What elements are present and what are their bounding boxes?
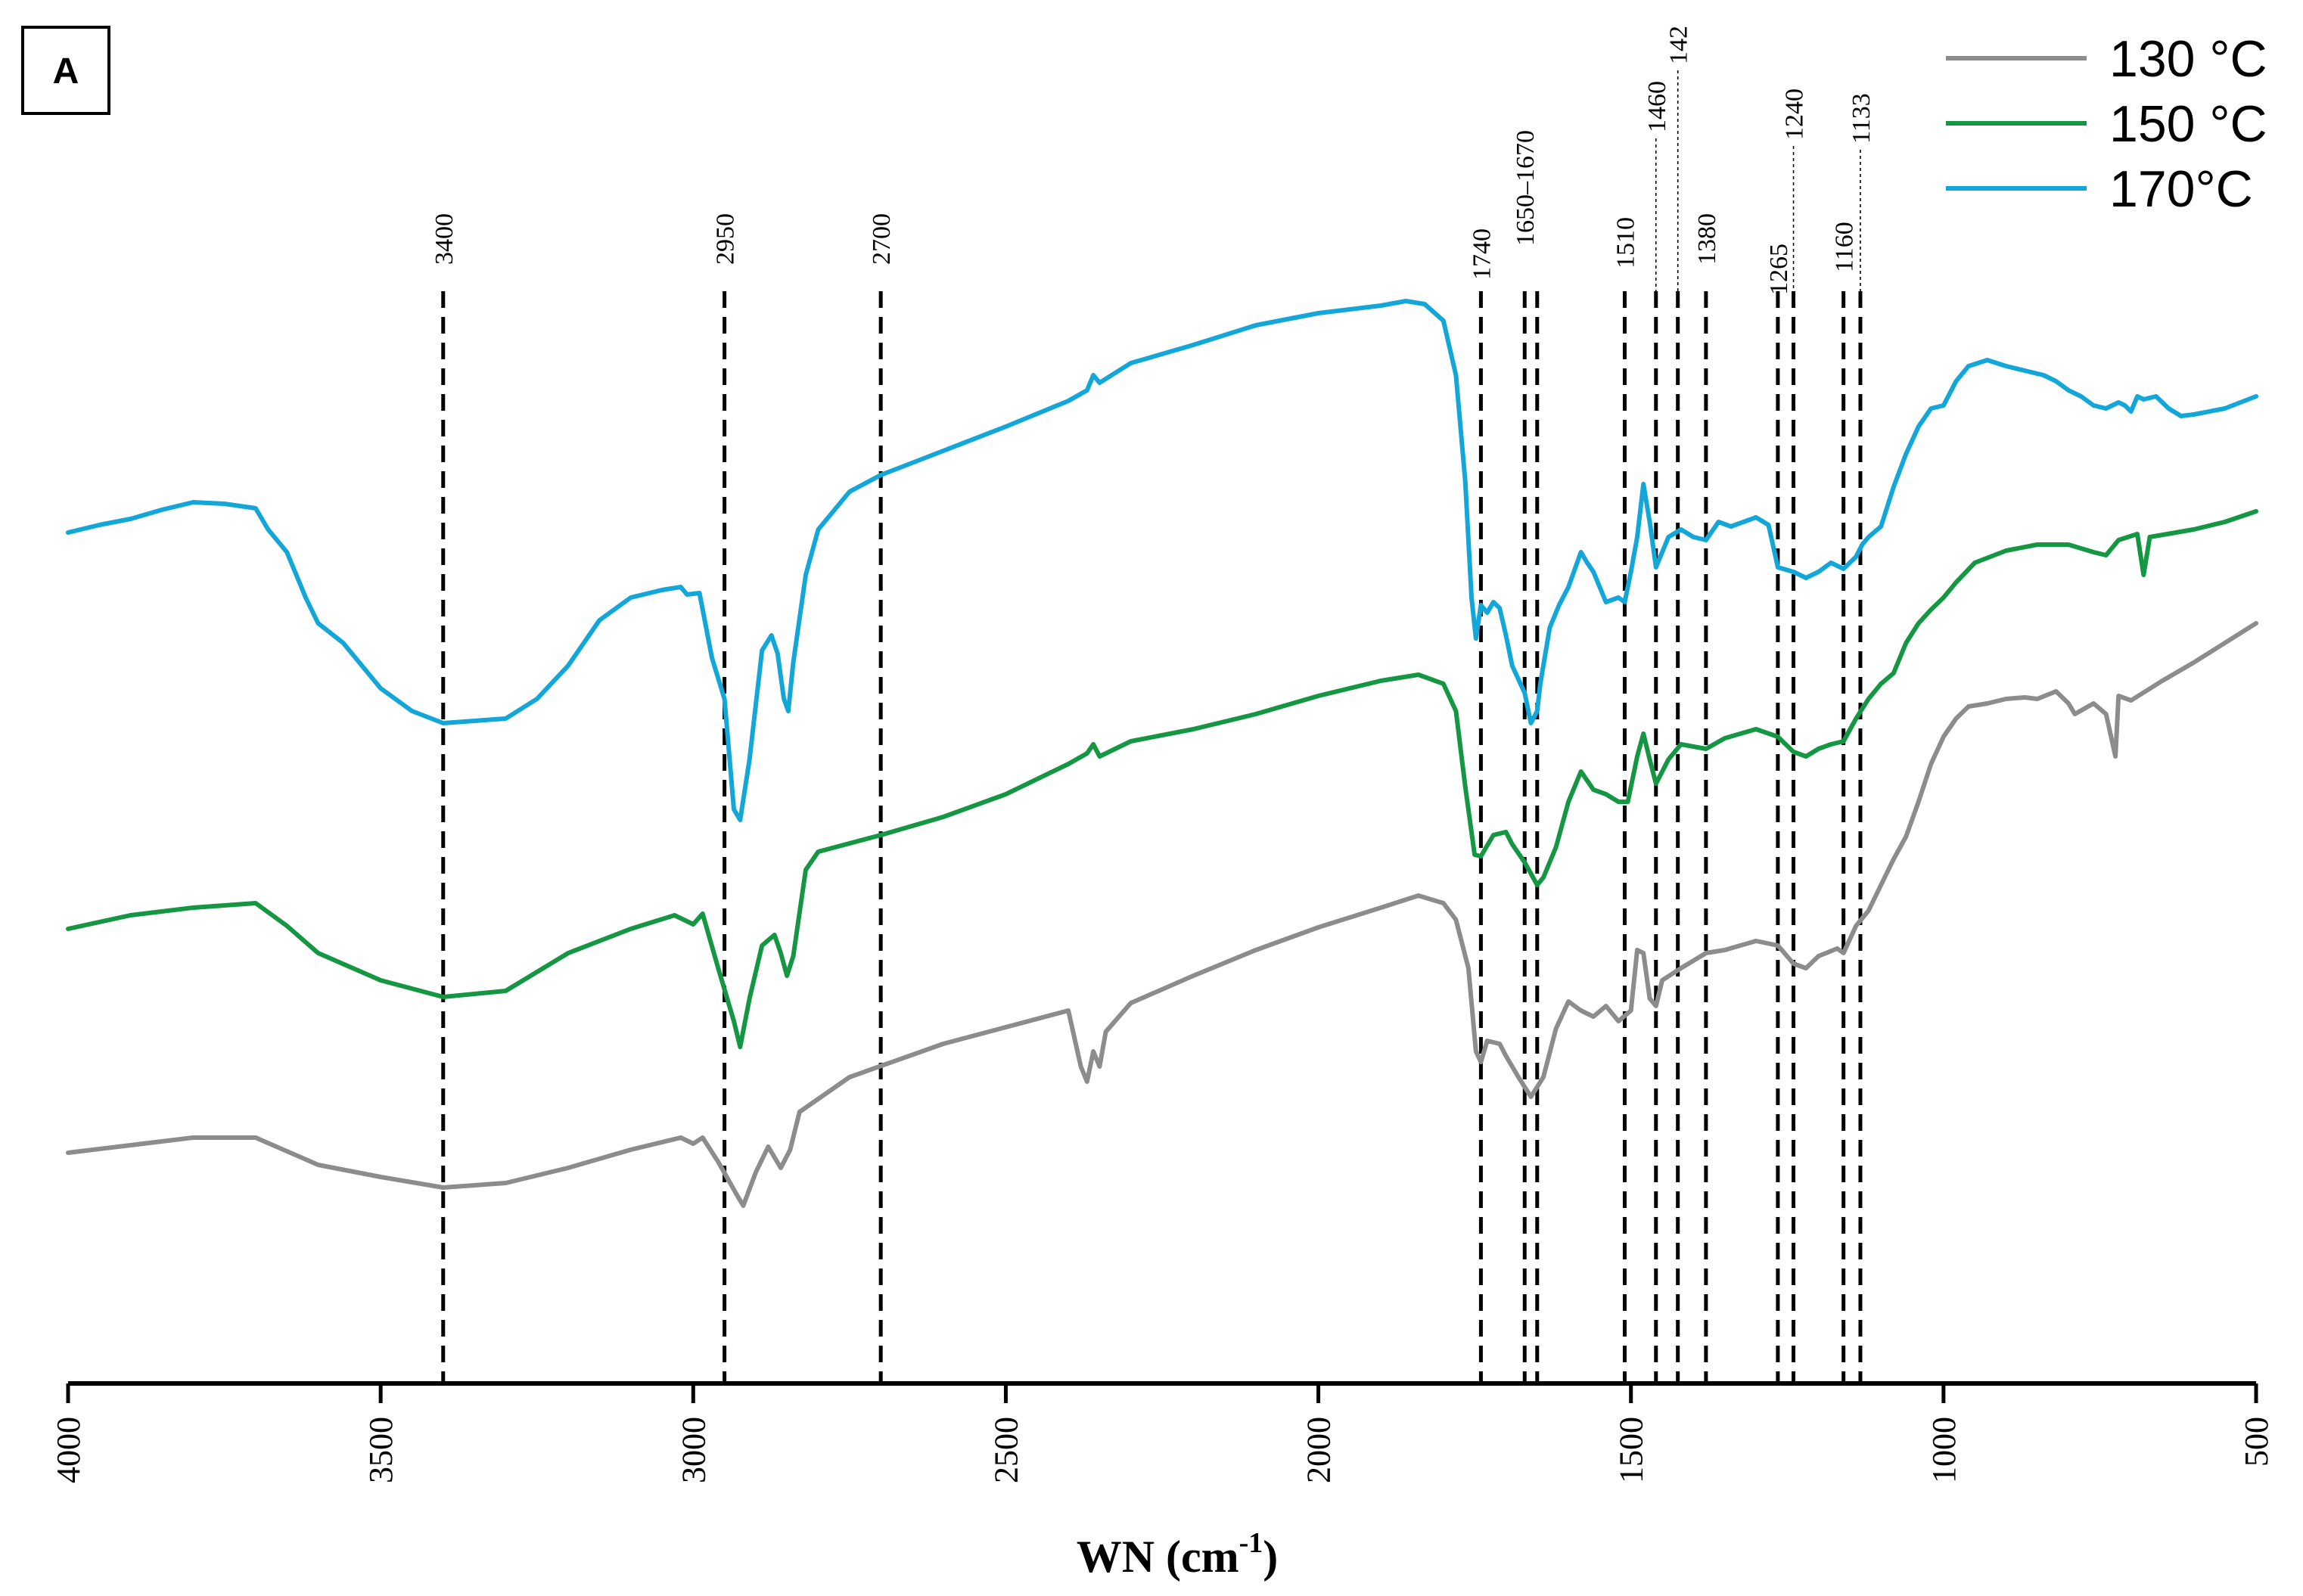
legend-label-1: 150 °C <box>2109 95 2267 153</box>
peak-label-12: 1160 <box>1831 222 1859 272</box>
x-axis-title-close: ) <box>1263 1532 1278 1582</box>
peak-label-4: 1650–1670 <box>1512 130 1540 246</box>
peak-label-6: 1510 <box>1611 217 1639 269</box>
legend: 130 °C 150 °C 170°C <box>1946 30 2267 218</box>
x-tick-label-3000: 3000 <box>675 1417 712 1483</box>
peak-label-0: 3400 <box>430 213 458 265</box>
x-tick-label-500: 500 <box>2238 1417 2275 1467</box>
x-tick-label-3500: 3500 <box>362 1417 399 1483</box>
x-axis-title-sup: -1 <box>1239 1527 1263 1559</box>
panel-label: A <box>53 51 79 92</box>
peak-label-2: 2700 <box>868 213 896 265</box>
peak-label-1: 2950 <box>712 213 740 265</box>
x-axis-ticks: 4000 3500 3000 2500 2000 1500 1000 500 <box>50 1383 2275 1483</box>
series-line-2 <box>66 299 2258 822</box>
x-tick-label-2500: 2500 <box>987 1417 1024 1483</box>
series-line-1 <box>66 509 2258 1049</box>
series-group <box>66 299 2258 1208</box>
x-tick-label-1500: 1500 <box>1613 1417 1650 1483</box>
x-tick-label-4000: 4000 <box>50 1417 87 1483</box>
panel-label-box <box>21 26 110 115</box>
peak-label-3: 1740 <box>1468 228 1496 280</box>
peak-label-8: 142 <box>1665 26 1693 64</box>
series-line-0 <box>66 621 2258 1208</box>
x-tick-label-1000: 1000 <box>1925 1417 1963 1483</box>
peak-markers: 3400 2950 2700 1740 1650–1670 1510 1460 142 1380… <box>430 26 1876 1383</box>
peak-label-10: 1265 <box>1765 244 1793 295</box>
legend-label-2: 170°C <box>2109 160 2253 218</box>
x-axis-title: WN (cm-1) <box>1077 1527 1279 1582</box>
x-tick-label-2000: 2000 <box>1301 1417 1338 1483</box>
legend-label-0: 130 °C <box>2109 30 2267 88</box>
peak-label-11: 1240 <box>1781 88 1809 140</box>
peak-label-9: 1380 <box>1693 213 1721 265</box>
peak-label-7: 1460 <box>1643 81 1671 132</box>
x-axis-title-main: WN (cm <box>1077 1532 1239 1582</box>
peak-label-13: 1133 <box>1848 93 1876 144</box>
